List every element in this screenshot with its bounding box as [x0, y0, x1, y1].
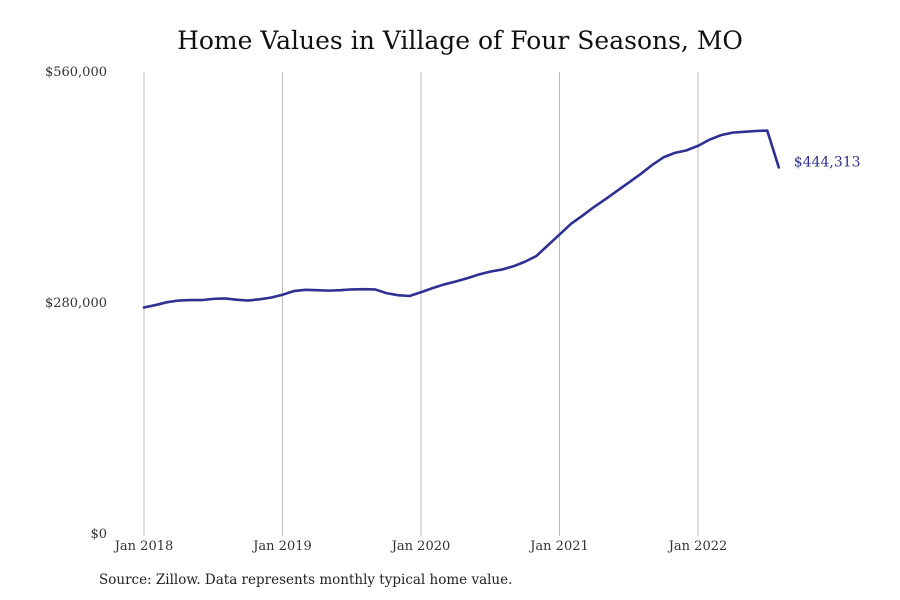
end-value-label: $444,313	[794, 154, 861, 170]
y-tick-label: $0	[90, 527, 107, 542]
series-line	[142, 129, 781, 309]
y-tick-label: $280,000	[45, 296, 107, 311]
gridlines	[143, 72, 699, 536]
x-tick-label: Jan 2022	[667, 539, 728, 554]
x-tick-label: Jan 2019	[251, 539, 312, 554]
y-axis-ticks: $0 $280,000 $560,000	[45, 65, 107, 542]
source-note: Source: Zillow. Data represents monthly …	[99, 572, 513, 588]
y-tick-label: $560,000	[45, 65, 107, 80]
x-tick-label: Jan 2020	[390, 539, 451, 554]
series-layer	[142, 129, 781, 309]
chart-title: Home Values in Village of Four Seasons, …	[177, 26, 743, 55]
end-label-layer: $444,313	[794, 154, 861, 170]
x-tick-label: Jan 2018	[113, 539, 174, 554]
x-axis-ticks: Jan 2018 Jan 2019 Jan 2020 Jan 2021 Jan 2022	[113, 539, 728, 554]
x-tick-label: Jan 2021	[528, 539, 589, 554]
